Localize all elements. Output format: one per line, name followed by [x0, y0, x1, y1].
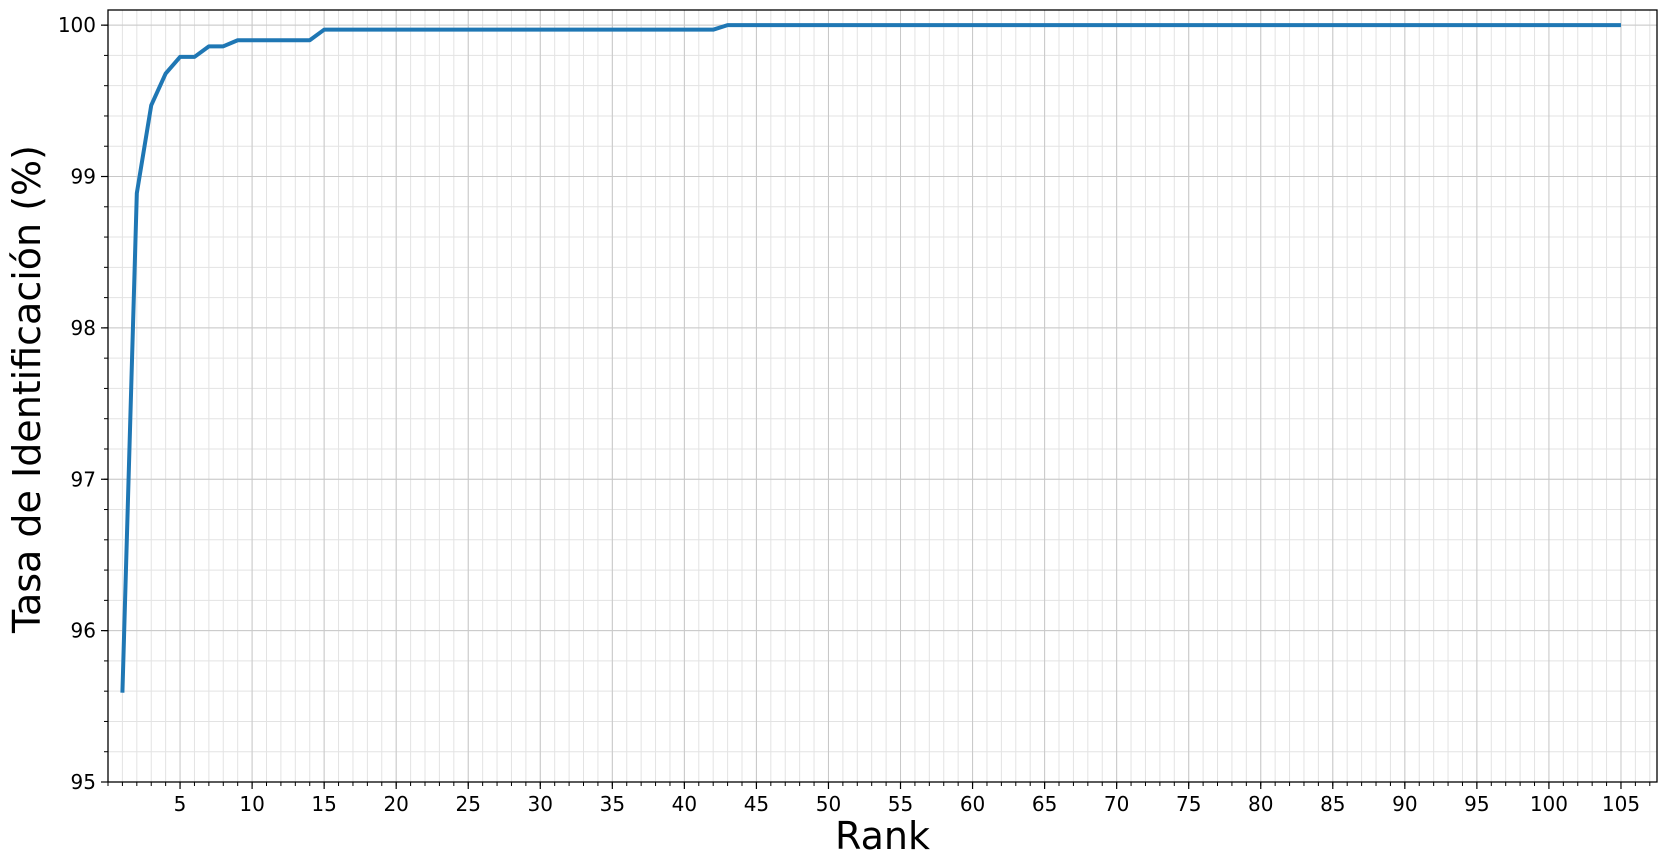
- y-tick-label: 95: [71, 770, 96, 794]
- x-tick-label: 90: [1392, 792, 1417, 816]
- x-tick-label: 95: [1464, 792, 1489, 816]
- x-tick-label: 40: [672, 792, 697, 816]
- x-axis-ticks: 5 10 15 20 25 30 35 40 45 50 55 60 65 70 75 80 85 90 95 100…: [107, 782, 1651, 816]
- y-tick-label: 97: [71, 467, 96, 491]
- minor-gridlines: [107, 10, 1657, 783]
- x-tick-label: 85: [1320, 792, 1345, 816]
- x-tick-label: 100: [1530, 792, 1568, 816]
- x-tick-label: 30: [528, 792, 553, 816]
- x-tick-label: 35: [600, 792, 625, 816]
- x-tick-label: 15: [311, 792, 336, 816]
- x-tick-label: 50: [816, 792, 841, 816]
- x-tick-label: 20: [383, 792, 408, 816]
- y-tick-label: 96: [71, 619, 96, 643]
- y-tick-label: 100: [58, 13, 96, 37]
- major-gridlines: [108, 10, 1657, 783]
- y-axis-ticks: 95 96 97 98 99 100: [58, 13, 108, 794]
- x-tick-label: 60: [960, 792, 985, 816]
- y-tick-label: 98: [71, 316, 96, 340]
- x-tick-label: 45: [744, 792, 769, 816]
- plot-frame: [107, 9, 1658, 783]
- x-tick-label: 65: [1032, 792, 1057, 816]
- y-tick-label: 99: [71, 165, 96, 189]
- x-tick-label: 55: [888, 792, 913, 816]
- x-tick-label: 75: [1176, 792, 1201, 816]
- x-tick-label: 80: [1248, 792, 1273, 816]
- x-axis-label: Rank: [835, 814, 930, 858]
- y-axis-label: Tasa de Identificación (%): [5, 145, 49, 634]
- x-tick-label: 105: [1602, 792, 1640, 816]
- x-tick-label: 25: [456, 792, 481, 816]
- series-line: [120, 23, 1621, 693]
- series-layer: [120, 23, 1621, 693]
- x-tick-label: 5: [174, 792, 187, 816]
- x-tick-label: 10: [239, 792, 264, 816]
- x-tick-label: 70: [1104, 792, 1129, 816]
